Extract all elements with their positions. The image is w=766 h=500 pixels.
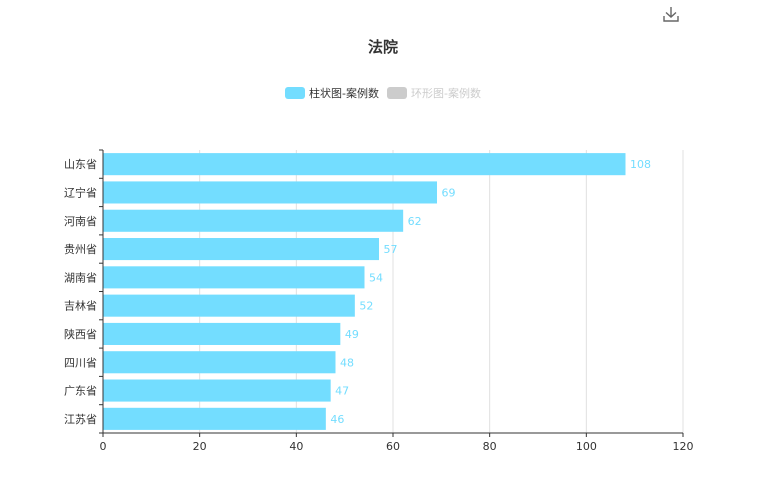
x-tick-label-2: 40 [289, 440, 303, 453]
bar-0[interactable] [103, 153, 626, 176]
bar-2[interactable] [103, 209, 404, 232]
data-label-4: 54 [369, 271, 383, 284]
download-icon [663, 7, 679, 22]
chart-title: 法院 [367, 38, 398, 56]
legend-swatch-ring [387, 87, 407, 99]
data-label-9: 46 [330, 413, 344, 426]
legend-swatch-bar [285, 87, 306, 99]
data-label-5: 52 [359, 300, 373, 313]
y-tick-label-1: 辽宁省 [64, 185, 97, 199]
bar-7[interactable] [103, 351, 336, 374]
bar-4[interactable] [103, 266, 365, 289]
download-button[interactable] [661, 4, 681, 24]
data-label-8: 47 [335, 385, 349, 398]
y-tick-label-5: 吉林省 [64, 299, 97, 313]
bar-9[interactable] [103, 407, 326, 430]
y-tick-label-8: 广东省 [64, 385, 97, 398]
x-tick-label-6: 120 [673, 440, 694, 453]
bar-8[interactable] [103, 379, 331, 402]
data-label-0: 108 [630, 158, 651, 171]
y-tick-label-2: 河南省 [64, 215, 97, 228]
y-tick-label-0: 山东省 [64, 158, 97, 171]
y-tick-label-6: 陕西省 [64, 327, 97, 341]
legend: 柱状图-案例数 环形图-案例数 [0, 85, 766, 101]
legend-item-bar[interactable]: 柱状图-案例数 [285, 85, 379, 101]
data-label-3: 57 [384, 243, 398, 256]
bar-6[interactable] [103, 322, 341, 345]
y-tick-label-4: 湖南省 [64, 271, 97, 284]
bar-1[interactable] [103, 181, 438, 204]
data-label-1: 69 [442, 186, 456, 199]
x-tick-label-4: 80 [483, 440, 497, 453]
legend-label-bar: 柱状图-案例数 [309, 87, 379, 100]
bar-5[interactable] [103, 294, 355, 317]
x-tick-label-3: 60 [386, 440, 400, 453]
legend-label-ring: 环形图-案例数 [411, 87, 481, 100]
x-tick-label-5: 100 [576, 440, 597, 453]
y-tick-label-7: 四川省 [64, 356, 97, 369]
data-label-2: 62 [408, 215, 422, 228]
bar-3[interactable] [103, 238, 380, 261]
data-label-7: 48 [340, 356, 354, 369]
x-tick-label-1: 20 [193, 440, 207, 453]
x-tick-label-0: 0 [100, 440, 107, 453]
data-label-6: 49 [345, 328, 359, 341]
y-tick-label-9: 江苏省 [64, 413, 97, 426]
legend-item-ring[interactable]: 环形图-案例数 [387, 85, 481, 101]
y-tick-label-3: 贵州省 [64, 243, 97, 256]
